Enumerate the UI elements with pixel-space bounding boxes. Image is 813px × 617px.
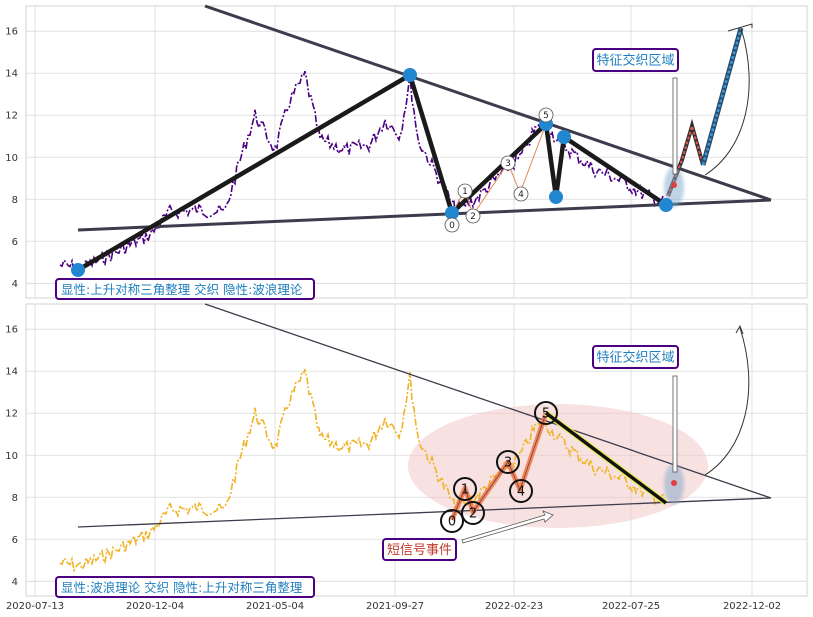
y-tick-label: 10 <box>5 451 18 462</box>
wave-label: 1 <box>462 187 468 197</box>
x-tick-label: 2022-12-02 <box>723 601 781 612</box>
top-feature-arrow-shaft <box>672 77 678 175</box>
bottom-feature-dot <box>671 480 677 486</box>
pivot-point <box>71 263 85 277</box>
bottom-wave-labels: 0 12 34 5 <box>440 401 558 533</box>
y-tick-label: 16 <box>5 325 18 336</box>
top-annotation-text: 特征交织区域 <box>596 53 674 69</box>
x-tick-label: 2021-05-04 <box>246 601 304 612</box>
y-tick-label: 4 <box>12 279 18 290</box>
pivot-point <box>659 198 673 212</box>
y-tick-label: 4 <box>12 577 18 588</box>
bottom-annotation-frame <box>592 345 679 369</box>
wave-label-circle <box>440 509 464 533</box>
x-tick-label: 2021-09-27 <box>366 601 424 612</box>
x-axis-ticks: 2020-07-13 2020-12-04 2021-05-04 2021-09-27… <box>6 601 781 612</box>
wave-label: 4 <box>517 485 525 500</box>
wave-label-circle <box>496 450 520 474</box>
bottom-legend-text: 显性:波浪理论 交织 隐性:上升对称三角整理 <box>61 580 303 595</box>
x-tick-label: 2022-07-25 <box>602 601 660 612</box>
wave-label-circle <box>513 186 529 202</box>
top-wave-labels: 0 1 2 3 4 5 <box>444 107 554 233</box>
bottom-curved-arrow <box>704 327 750 476</box>
top-lower-trendline <box>77 198 772 232</box>
wave-label: 0 <box>448 515 456 530</box>
wave-label: 4 <box>518 190 524 200</box>
wave-label-circle <box>465 208 481 224</box>
bottom-decline-leg-core <box>544 411 668 505</box>
pivot-point <box>445 206 459 220</box>
y-tick-label: 6 <box>12 535 18 546</box>
y-tick-label: 16 <box>5 27 18 38</box>
wave-label: 2 <box>470 212 476 222</box>
pivot-point <box>549 190 563 204</box>
y-tick-label: 14 <box>5 69 18 80</box>
wave-label-circle <box>500 155 516 171</box>
x-tick-label: 2020-07-13 <box>6 601 64 612</box>
bottom-signal-arrow <box>461 510 554 544</box>
bottom-lower-trendline <box>77 497 772 528</box>
wave-label: 2 <box>469 507 477 522</box>
bottom-wave-thin <box>451 412 547 521</box>
bottom-signal-frame <box>382 538 457 561</box>
y-tick-label: 12 <box>5 111 18 122</box>
y-tick-label: 14 <box>5 367 18 378</box>
bottom-legend-frame <box>55 576 315 598</box>
y-tick-label: 8 <box>12 195 18 206</box>
bottom-price-line <box>59 368 664 573</box>
x-tick-label: 2022-02-23 <box>485 601 543 612</box>
top-legend-text: 显性:上升对称三角整理 交织 隐性:波浪理论 <box>61 282 303 297</box>
top-plot-frame <box>25 5 808 299</box>
wave-label: 5 <box>542 407 550 422</box>
wave-label-circle <box>538 107 554 123</box>
wave-label: 5 <box>543 111 549 121</box>
wave-label-circle <box>453 477 477 501</box>
top-projection-blue-dash <box>701 27 743 166</box>
y-tick-label: 6 <box>12 237 18 248</box>
y-tick-label: 8 <box>12 493 18 504</box>
wave-label-circle <box>534 401 558 425</box>
pivot-point <box>557 130 571 144</box>
y-tick-label: 12 <box>5 409 18 420</box>
top-curved-arrow <box>704 27 750 176</box>
top-legend-frame <box>55 278 315 300</box>
top-y-ticks: 4 6 8 10 12 14 16 <box>5 27 18 290</box>
top-projection-red-dash <box>667 122 704 197</box>
bottom-arrow-head <box>735 324 744 335</box>
pivot-point <box>403 68 417 82</box>
wave-label: 0 <box>449 221 455 231</box>
top-feature-dot <box>671 182 677 188</box>
top-annotation-frame <box>592 48 679 72</box>
bottom-annotation-text: 特征交织区域 <box>596 350 674 366</box>
wave-label: 3 <box>504 456 512 471</box>
x-tick-label: 2020-12-04 <box>126 601 184 612</box>
wave-label-circle <box>461 501 485 525</box>
wave-label-circle <box>509 479 533 503</box>
bottom-y-ticks: 4 6 8 10 12 14 16 <box>5 325 18 588</box>
wave-label-circle <box>444 217 460 233</box>
wave-label: 1 <box>461 483 469 498</box>
bottom-feature-arrow-shaft <box>672 375 678 473</box>
wave-label: 3 <box>505 159 511 169</box>
wave-label-circle <box>457 183 473 199</box>
top-projection-cap <box>727 23 753 32</box>
y-tick-label: 10 <box>5 153 18 164</box>
bottom-signal-text: 短信号事件 <box>387 543 452 558</box>
